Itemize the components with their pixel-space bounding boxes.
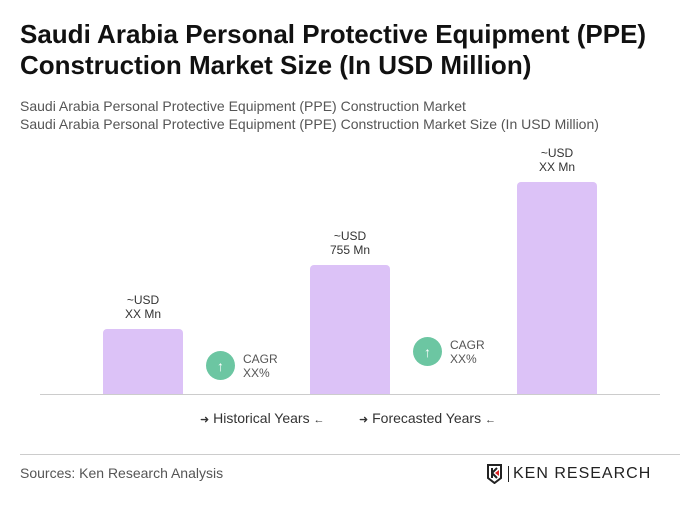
data-label-line: ~USD — [540, 146, 574, 160]
arrow-right-icon: ➜ — [200, 414, 210, 426]
subtitle-1: Saudi Arabia Personal Protective Equipme… — [20, 98, 466, 114]
subtitle-2: Saudi Arabia Personal Protective Equipme… — [20, 116, 599, 132]
data-label-1: ~USD XX Mn — [83, 293, 203, 321]
data-label-line: XX Mn — [538, 160, 575, 174]
chart-title: Saudi Arabia Personal Protective Equipme… — [20, 19, 647, 80]
arrow-left-icon: ← — [484, 414, 496, 426]
sources-text: Sources: Ken Research Analysis — [20, 465, 224, 481]
arrow-left-icon: ← — [313, 414, 325, 426]
ken-research-logo: KEN RESEARCH — [486, 464, 651, 484]
cagr-value: XX% — [243, 365, 270, 380]
legend-label: Forecasted Years — [372, 410, 482, 426]
legend-historical: ➜ Historical Years ← — [200, 410, 325, 426]
cagr-badge-2: ↑ CAGR XX% — [413, 337, 485, 366]
arrow-right-icon: ➜ — [359, 414, 369, 426]
data-label-line: 755 Mn — [329, 242, 371, 257]
cagr-label: CAGR — [243, 351, 278, 366]
up-arrow-icon: ↑ — [206, 351, 235, 380]
cagr-badge-1: ↑ CAGR XX% — [206, 351, 278, 380]
data-label-line: ~USD — [126, 293, 160, 308]
x-axis-line — [40, 394, 660, 395]
data-label-2: ~USD 755 Mn — [290, 229, 410, 257]
up-arrow-icon: ↑ — [413, 337, 442, 366]
cagr-value: XX% — [450, 351, 477, 366]
legend-label: Historical Years — [213, 410, 310, 426]
logo-text: KEN RESEARCH — [513, 465, 652, 482]
bar-2 — [310, 264, 390, 394]
bar-1 — [103, 329, 183, 394]
footer-divider — [20, 454, 680, 455]
data-label-3: ~USD XX Mn — [497, 146, 617, 174]
cagr-label: CAGR — [450, 337, 485, 352]
legend-forecasted: ➜ Forecasted Years ← — [359, 410, 496, 426]
data-label-line: ~USD — [333, 228, 367, 243]
ken-logo-icon — [487, 464, 502, 484]
bar-3 — [517, 182, 597, 394]
data-label-line: XX Mn — [124, 307, 161, 322]
